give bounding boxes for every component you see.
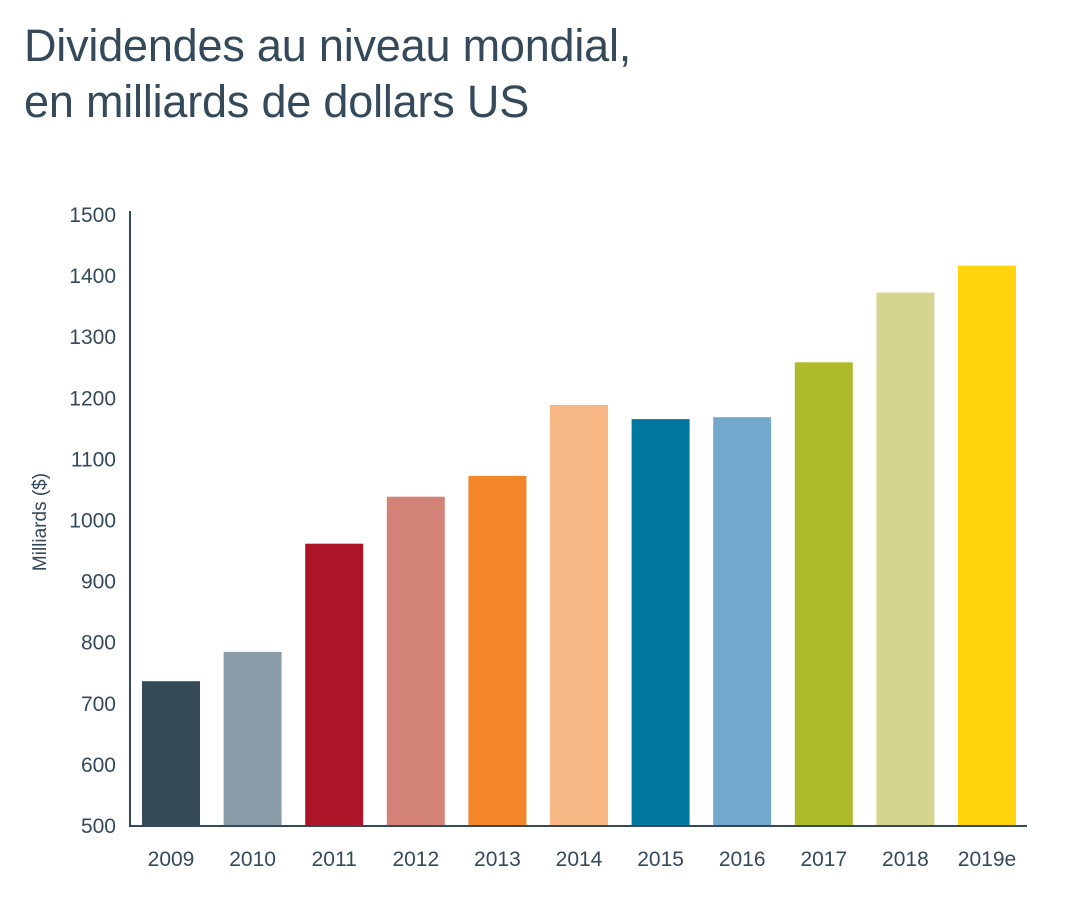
x-tick-label: 2014: [556, 848, 603, 871]
x-tick-label: 2017: [800, 848, 847, 871]
bar-2013: [468, 475, 527, 826]
chart-title-line-1: Dividendes au niveau mondial,: [24, 20, 632, 71]
bar-2014: [550, 405, 608, 826]
x-tick-label: 2013: [474, 848, 521, 871]
x-tick-label: 2018: [882, 848, 929, 871]
bar-2016: [713, 417, 772, 826]
bar-2019e: [958, 265, 1016, 826]
y-tick-label: 600: [81, 754, 116, 777]
x-tick-label: 2011: [312, 848, 357, 871]
bar-2010: [223, 651, 282, 826]
x-tick-label: 2015: [637, 848, 684, 871]
chart-title-line-2: en milliards de dollars US: [24, 76, 530, 127]
y-axis-label: Milliards ($): [30, 473, 51, 571]
chart-title: Dividendes au niveau mondial, en milliar…: [24, 18, 631, 130]
y-tick-label: 1000: [69, 510, 116, 533]
x-tick-label: 2010: [229, 848, 276, 871]
y-tick-label: 800: [81, 632, 116, 655]
x-tick-label: 2009: [148, 848, 195, 871]
y-tick-label: 1300: [69, 326, 116, 349]
x-tick-label: 2012: [392, 848, 439, 871]
bar-2015: [631, 419, 690, 826]
bar-2018: [876, 292, 935, 827]
bar-2012: [386, 496, 445, 826]
axes-layer: [129, 211, 1027, 827]
bar-2009: [142, 681, 200, 826]
bars-layer: [142, 265, 1016, 827]
y-tick-label: 1400: [69, 265, 116, 288]
y-tick-label: 500: [81, 815, 116, 838]
y-tick-label: 900: [81, 571, 116, 594]
y-tick-label: 1500: [69, 204, 116, 227]
x-tick-label: 2019e: [958, 848, 1016, 871]
bar-2017: [794, 362, 853, 826]
bar-2011: [305, 543, 364, 826]
x-tick-label: 2016: [719, 848, 766, 871]
y-tick-label: 1200: [69, 387, 116, 410]
y-tick-label: 700: [81, 693, 116, 716]
y-tick-label: 1100: [71, 448, 116, 471]
labels-layer: 500 600 700 800 900 1000 1100 1200 1300 1400 1500 2…: [69, 204, 1016, 871]
